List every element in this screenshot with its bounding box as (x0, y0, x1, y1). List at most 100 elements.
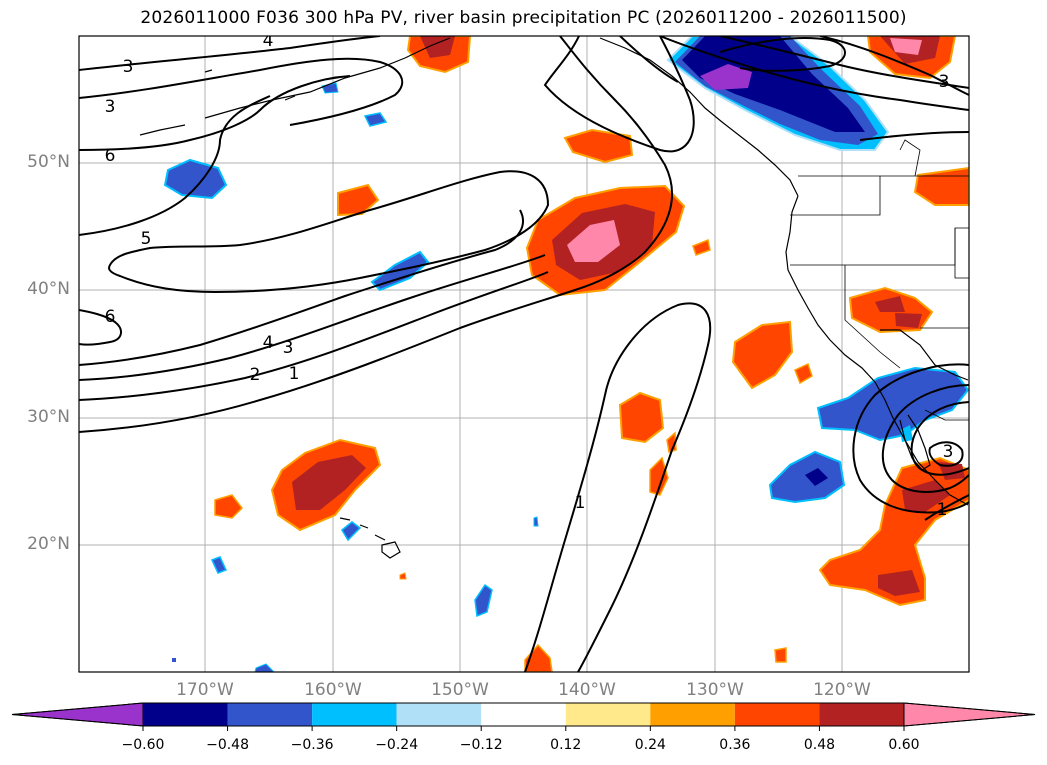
colorbar-tick-label: −0.12 (459, 737, 503, 753)
precip-area-northern-california (848, 286, 934, 334)
hawaii-oahu (359, 524, 369, 529)
precip-area-northeast-pacific-negative (370, 250, 430, 292)
contour-label: 1 (289, 364, 300, 384)
pv-contour-4 (79, 209, 524, 366)
precip-area-subtropical-negative (768, 450, 846, 504)
state-boundary-3 (844, 265, 901, 369)
chart-title: 2026011000 F036 300 hPa PV, river basin … (140, 8, 907, 28)
pv-contour-cutoff-2 (881, 384, 969, 493)
precip-area-small-4 (774, 647, 787, 663)
colorbar-tick-label: 0.48 (803, 737, 836, 753)
colorbar-segment (819, 703, 904, 726)
pv-contour-3-upper (79, 57, 404, 126)
precip-area-small-1 (337, 183, 380, 217)
colorbar-segment (481, 703, 566, 726)
precip-area-small-2 (692, 238, 711, 256)
colorbar-segment (650, 703, 735, 726)
lat-label-50n: 50°N (27, 152, 70, 172)
contour-label: 3 (123, 57, 134, 77)
precip-area-subtropical-2 (649, 456, 669, 496)
precip-area-small-3 (214, 494, 243, 519)
pv-contour-cutoff-1 (852, 363, 969, 514)
pv-contour-6-upper (79, 75, 351, 151)
lon-label-140w: 140°W (558, 680, 616, 700)
lon-label-170w: 170°W (176, 680, 234, 700)
colorbar-tick-label: 0.12 (550, 737, 582, 753)
precip-negative-areas (163, 36, 969, 672)
pv-contour-5-west (79, 95, 271, 236)
precip-area-offshore-2 (794, 362, 813, 385)
pv-contour-cutoff-3 (910, 401, 969, 476)
pv-contour-5-central (108, 170, 550, 294)
hawaii-big-island (381, 541, 401, 559)
contour-label: 4 (263, 31, 274, 51)
lat-label-30n: 30°N (27, 407, 70, 427)
contour-label: 6 (105, 307, 116, 327)
colorbar-segment (396, 703, 482, 726)
map-frame (78, 35, 970, 673)
colorbar-tick-label: −0.24 (375, 737, 419, 753)
precip-area-central-pacific (525, 184, 686, 297)
pv-contour-6-west (79, 309, 122, 346)
contour-label: 3 (283, 338, 294, 358)
precip-area-small-negative-4 (210, 556, 228, 574)
colorbar-tick-label: −0.36 (290, 737, 334, 753)
precip-area-offshore-1 (731, 320, 794, 390)
colorbar-extend-low (11, 702, 144, 727)
island-2 (284, 95, 296, 101)
pv-contour-3-central (79, 254, 546, 381)
islands (204, 69, 401, 559)
lon-label-160w: 160°W (304, 680, 362, 700)
precip-area-small-negative-7 (254, 663, 275, 672)
contour-label: 1 (937, 500, 948, 520)
map-area: 3 3 6 5 6 4 3 2 1 4 3 1 3 1 (79, 31, 969, 672)
colorbar-segment (312, 703, 397, 726)
precip-area-small-negative-6 (533, 516, 539, 527)
coastline-inland (880, 329, 969, 381)
precip-area-east-edge (913, 166, 969, 206)
precip-area-baja-subtropical (818, 456, 969, 607)
pv-contour-north-closed (719, 37, 846, 72)
colorbar-segment (143, 703, 228, 726)
coastline-us-west (785, 195, 876, 383)
state-boundary-1 (790, 176, 881, 216)
pv-contour-3-top (79, 36, 381, 71)
precip-area-subtropical-1 (618, 391, 665, 444)
colorbar-tick-label: −0.60 (121, 737, 165, 753)
pv-contour-north-ne-1 (659, 36, 969, 111)
contour-label: 6 (105, 146, 116, 166)
lat-label-40n: 40°N (27, 279, 70, 299)
precip-area-west-of-hawaii (270, 438, 382, 532)
contour-label: 3 (939, 72, 950, 92)
hawaii-maui (374, 534, 386, 541)
coastline-aleutians-west (139, 124, 186, 136)
precip-area-small-negative-8 (172, 658, 176, 662)
pv-contour-1-se (924, 494, 969, 521)
colorbar-tick-label: 0.60 (888, 737, 920, 753)
contour-label: 1 (575, 493, 586, 513)
colorbar-segment (227, 703, 313, 726)
precip-area-small-negative-3 (341, 521, 362, 542)
precip-area-gulf-of-alaska (406, 36, 472, 74)
lat-label-20n: 20°N (27, 534, 70, 554)
pv-contour-north-ne-2 (719, 36, 969, 89)
contour-label: 2 (250, 365, 261, 385)
pv-contour-3-ne (819, 36, 969, 96)
colorbar-segment (734, 703, 820, 726)
lon-label-120w: 120°W (813, 680, 871, 700)
contour-label: 3 (943, 442, 954, 462)
state-boundary-5 (954, 228, 969, 279)
coastline-baja (899, 414, 931, 471)
contour-labels: 3 3 6 5 6 4 3 2 1 4 3 1 3 1 (105, 31, 954, 520)
precip-area-far-northeast (866, 36, 957, 80)
colorbar-extend-high (903, 702, 1036, 727)
pv-contour-cutoff-4 (928, 441, 964, 467)
colorbar-segment (565, 703, 651, 726)
colorbar-tick-label: −0.48 (206, 737, 249, 753)
pv-contour-5-north (619, 36, 679, 83)
pv-contour-3-north (543, 36, 695, 153)
pv-contour-1-south (524, 302, 712, 672)
colorbar (11, 702, 1036, 731)
lon-label-150w: 150°W (431, 680, 489, 700)
